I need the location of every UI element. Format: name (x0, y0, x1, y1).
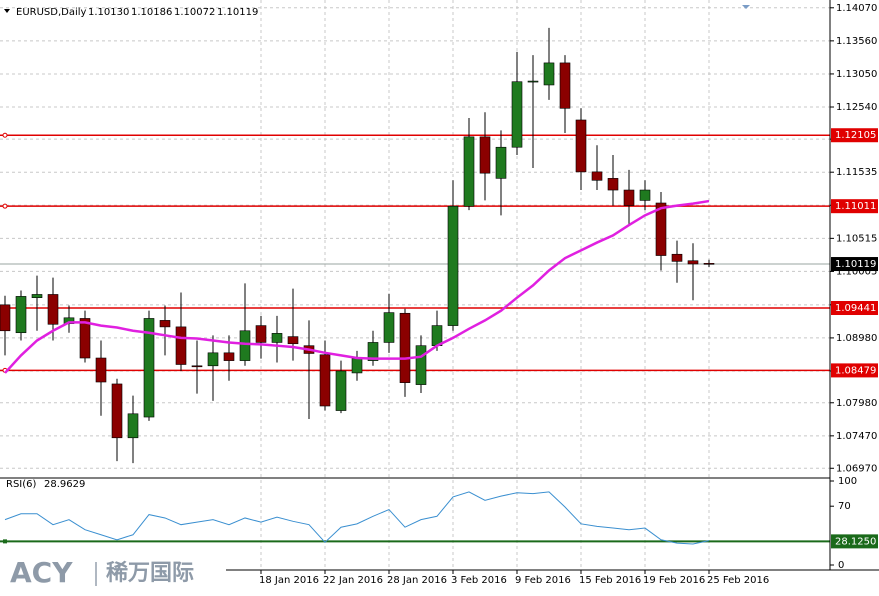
y-tick-label: 1.06970 (836, 463, 877, 474)
candle-body (575, 119, 587, 173)
candle-body (671, 253, 683, 262)
symbol-title: EURUSD,Daily (16, 7, 87, 18)
marks (0, 27, 830, 545)
rsi-level-box (831, 534, 878, 549)
candle-body (399, 312, 411, 383)
level-box (831, 363, 878, 378)
candle-body (239, 330, 251, 361)
rsi-tick-label: 70 (838, 501, 851, 512)
level-box (831, 128, 878, 143)
scroll-arrow[interactable] (742, 5, 750, 9)
x-tick-label: 25 Feb 2016 (707, 575, 769, 586)
y-tick-label: 1.13560 (836, 36, 877, 47)
x-tick-label: 3 Feb 2016 (451, 575, 507, 586)
watermark-logo: ACY (10, 556, 73, 589)
candle-body (351, 358, 363, 374)
candle-body (159, 320, 171, 328)
candle-body (559, 62, 571, 109)
current-price-box (831, 257, 878, 272)
y-tick-label: 1.11535 (836, 167, 877, 178)
candle-body (607, 178, 619, 191)
candle-body (15, 296, 27, 334)
candle-body (383, 312, 395, 343)
x-tick-label: 28 Jan 2016 (387, 575, 447, 586)
candle-body (95, 357, 107, 383)
candle-body (687, 260, 699, 265)
quote: 1.10130 1.10186 1.10072 1.10119 (88, 7, 258, 18)
x-tick-label: 19 Feb 2016 (643, 575, 705, 586)
level-handle (2, 203, 8, 209)
rsi-name: RSI(6) (6, 479, 37, 490)
candle-body (511, 81, 523, 148)
rsi-level-label: 28.1250 (835, 536, 876, 547)
x-tick-label: 9 Feb 2016 (515, 575, 571, 586)
current-price-label: 1.10119 (835, 259, 876, 270)
level-box (831, 199, 878, 214)
y-tick-label: 1.12540 (836, 102, 877, 113)
level-label: 1.08479 (835, 365, 876, 376)
candle-body (79, 318, 91, 359)
candle-body (255, 325, 267, 343)
x-tick-label: 22 Jan 2016 (323, 575, 383, 586)
candle-body (127, 413, 139, 439)
level-box (831, 301, 878, 316)
candle-body (367, 342, 379, 361)
level-label: 1.09441 (835, 303, 876, 314)
candle-body (447, 205, 459, 326)
watermark-text: 稀万国际 (106, 560, 194, 586)
candle-body (31, 294, 43, 298)
y-tick-label: 1.13050 (836, 69, 877, 80)
moving-average (4, 199, 710, 374)
candle-body (175, 326, 187, 365)
candle-body (543, 62, 555, 86)
quote-value: 1.10130 (88, 7, 129, 18)
candle-body (111, 383, 123, 439)
candle-body (479, 136, 491, 174)
x-tick-label: 15 Feb 2016 (579, 575, 641, 586)
candle-body (703, 263, 715, 265)
level-handle (2, 132, 8, 138)
level-label: 1.11011 (835, 201, 876, 212)
y-tick-label: 1.07980 (836, 398, 877, 409)
rsi-tick-label: 0 (838, 560, 844, 571)
candle-body (319, 354, 331, 407)
y-tick-label: 1.07470 (836, 431, 877, 442)
labels: 1.140701.135601.130501.125401.120451.115… (6, 3, 878, 586)
y-tick-label: 1.10515 (836, 233, 877, 244)
candle-body (207, 352, 219, 367)
x-tick-label: 18 Jan 2016 (259, 575, 319, 586)
quote-value: 1.10119 (217, 7, 258, 18)
candle-body (623, 189, 635, 206)
candle-body (415, 345, 427, 385)
candle-body (591, 171, 603, 181)
candle-body (191, 365, 203, 368)
level-label: 1.12105 (835, 130, 876, 141)
candle-body (287, 336, 299, 345)
watermark-bg (0, 553, 226, 596)
candle-body (527, 80, 539, 83)
candle-body (335, 370, 347, 411)
quote-value: 1.10072 (174, 7, 215, 18)
candle-body (655, 202, 667, 256)
menu-arrow[interactable] (4, 9, 10, 13)
rsi-last: 28.9629 (44, 479, 85, 490)
rsi-tick-label: 100 (838, 476, 857, 487)
y-tick-label: 1.14070 (836, 3, 877, 14)
candle-body (463, 136, 475, 207)
candle-body (223, 352, 235, 361)
candle-body (271, 333, 283, 343)
y-tick-label: 1.08980 (836, 333, 877, 344)
candle-body (143, 318, 155, 418)
candle-body (0, 304, 11, 332)
rsi-level-handle (3, 539, 7, 544)
quote-value: 1.10186 (131, 7, 172, 18)
candle-body (495, 146, 507, 179)
rsi-line (4, 491, 710, 545)
y-tick-label: 1.10005 (836, 266, 877, 277)
candle-body (47, 294, 59, 325)
candle-body (639, 189, 651, 201)
